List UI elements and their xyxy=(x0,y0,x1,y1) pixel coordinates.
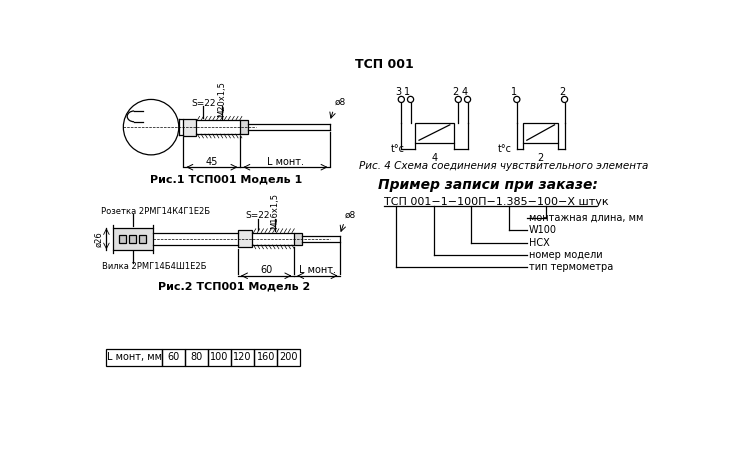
Text: Рис.2 ТСП001 Модель 2: Рис.2 ТСП001 Модель 2 xyxy=(158,282,310,292)
Text: M20x1,5: M20x1,5 xyxy=(217,81,226,117)
Text: Рис.1 ТСП001 Модель 1: Рис.1 ТСП001 Модель 1 xyxy=(151,175,303,184)
Bar xyxy=(241,120,248,134)
Bar xyxy=(139,235,146,243)
Text: тип термометра: тип термометра xyxy=(530,262,614,272)
Text: t°c: t°c xyxy=(391,144,404,154)
Text: 60: 60 xyxy=(167,352,179,362)
Text: t°c: t°c xyxy=(498,144,512,154)
Bar xyxy=(118,235,126,243)
Text: M16x1,5: M16x1,5 xyxy=(271,193,280,229)
Bar xyxy=(254,349,278,366)
Bar xyxy=(129,235,136,243)
Bar xyxy=(162,349,185,366)
Bar xyxy=(278,349,301,366)
Bar xyxy=(294,233,302,245)
Text: 45: 45 xyxy=(206,157,218,167)
Text: 4: 4 xyxy=(431,153,437,163)
Text: 60: 60 xyxy=(260,266,272,275)
Bar xyxy=(112,228,152,250)
Text: монтажная длина, мм: монтажная длина, мм xyxy=(530,213,644,223)
Text: 2: 2 xyxy=(538,153,544,163)
Text: 2: 2 xyxy=(559,87,566,97)
Text: 1: 1 xyxy=(512,87,518,97)
Text: Рис. 4 Схема соединения чувствительного элемента: Рис. 4 Схема соединения чувствительного … xyxy=(359,161,649,171)
Text: W100: W100 xyxy=(530,225,557,235)
Bar xyxy=(185,349,208,366)
Bar xyxy=(416,122,454,143)
Text: L монт, мм: L монт, мм xyxy=(106,352,162,362)
Text: Пример записи при заказе:: Пример записи при заказе: xyxy=(379,178,598,192)
Text: 120: 120 xyxy=(233,352,252,362)
Text: S=22: S=22 xyxy=(191,99,216,108)
Text: S=22: S=22 xyxy=(246,211,270,220)
Bar xyxy=(106,349,162,366)
Text: НСХ: НСХ xyxy=(530,238,550,248)
Text: L монт.: L монт. xyxy=(299,266,336,275)
Text: ТСП 001: ТСП 001 xyxy=(355,58,414,71)
Text: Розетка 2РМГ14К4Г1Е2Б: Розетка 2РМГ14К4Г1Е2Б xyxy=(101,207,210,216)
Text: 100: 100 xyxy=(211,352,229,362)
Text: L монт.: L монт. xyxy=(267,157,304,167)
Bar xyxy=(208,349,231,366)
Text: ø8: ø8 xyxy=(344,211,355,220)
Text: Вилка 2РМГ14Б4Ш1Е2Б: Вилка 2РМГ14Б4Ш1Е2Б xyxy=(102,262,206,271)
Text: 3: 3 xyxy=(395,87,401,97)
Bar xyxy=(238,230,252,247)
Text: 1: 1 xyxy=(404,87,410,97)
Text: 160: 160 xyxy=(256,352,275,362)
Text: 4: 4 xyxy=(461,87,467,97)
Bar xyxy=(231,349,254,366)
Text: 200: 200 xyxy=(280,352,298,362)
Text: номер модели: номер модели xyxy=(530,250,603,260)
Text: ТСП 001−1−100П−1.385−100−Х штук: ТСП 001−1−100П−1.385−100−Х штук xyxy=(384,197,609,207)
Text: 2: 2 xyxy=(452,87,458,97)
Bar xyxy=(523,122,559,143)
Text: 80: 80 xyxy=(190,352,202,362)
Text: ø26: ø26 xyxy=(94,231,104,247)
Bar xyxy=(184,119,196,135)
Text: ø8: ø8 xyxy=(334,98,346,107)
